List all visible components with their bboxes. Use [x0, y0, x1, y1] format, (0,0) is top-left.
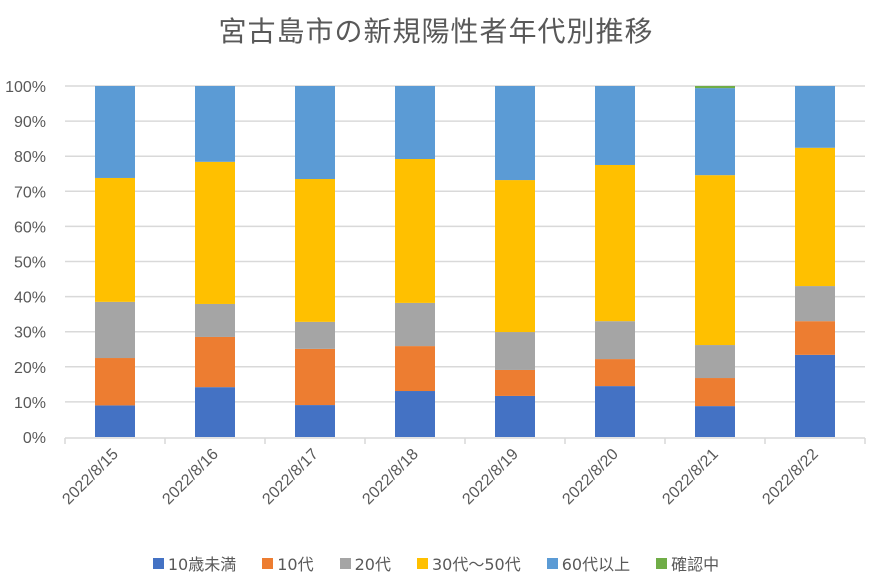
legend-item: 20代 [339, 551, 391, 575]
x-tick-label: 2022/8/19 [459, 446, 521, 508]
bar-segment [495, 180, 535, 333]
bar-segment [395, 346, 435, 392]
legend: 10歳未満 10代 20代 30代～50代 60代以上 確認中 [0, 551, 872, 575]
bar-segment [795, 321, 835, 355]
legend-item: 60代以上 [546, 551, 631, 575]
bar-segment [95, 86, 135, 178]
legend-swatch-icon [417, 557, 428, 569]
bar-segment [295, 179, 335, 322]
bar-segment [295, 86, 335, 180]
bar-segment [495, 332, 535, 370]
legend-swatch-icon [152, 557, 164, 569]
bar-segment [195, 336, 235, 388]
bar-segment [595, 86, 635, 165]
legend-swatch-icon [262, 557, 274, 569]
bar-stack [795, 86, 835, 437]
bar-segment [595, 359, 635, 387]
y-tick-label: 10% [14, 395, 46, 412]
legend-label: 10代 [277, 555, 314, 574]
bar-segment [795, 86, 835, 148]
bar-segment [95, 358, 135, 406]
bar-segment [195, 387, 235, 437]
bar-stack [495, 86, 535, 437]
bar-segment [595, 321, 635, 360]
x-tick-label: 2022/8/17 [259, 446, 321, 508]
y-tick-label: 30% [14, 325, 46, 342]
bar-stack [195, 86, 235, 437]
bar-segment [795, 147, 835, 287]
y-tick-label: 60% [14, 219, 46, 236]
bar-segment [95, 177, 135, 302]
legend-item: 10歳未満 [152, 551, 237, 575]
y-tick-label: 80% [14, 149, 46, 166]
bar-stack [95, 86, 135, 437]
x-tick-label: 2022/8/20 [559, 446, 621, 508]
legend-item: 30代～50代 [417, 551, 521, 575]
x-tick-label: 2022/8/22 [759, 446, 821, 508]
bar-segment [95, 405, 135, 437]
bar-stack [295, 86, 335, 437]
bar-segment [695, 88, 735, 176]
bar-segment [295, 321, 335, 349]
bar-stack [595, 86, 635, 437]
x-tick-label: 2022/8/15 [59, 446, 121, 508]
bar-segment [195, 161, 235, 304]
bar-segment [495, 86, 535, 181]
chart-title: 宮古島市の新規陽性者年代別推移 [218, 15, 654, 48]
bar-segment [695, 86, 735, 89]
y-tick-label: 40% [14, 290, 46, 307]
y-tick-label: 50% [14, 255, 46, 272]
bar-stack [695, 86, 735, 437]
bar-segment [95, 301, 135, 359]
bar-segment [595, 386, 635, 437]
y-tick-label: 100% [5, 79, 46, 96]
bar-segment [495, 369, 535, 396]
legend-item: 確認中 [656, 551, 719, 575]
bar-segment [395, 391, 435, 437]
legend-swatch-icon [339, 557, 351, 569]
legend-label: 10歳未満 [167, 555, 237, 574]
bar-segment [295, 405, 335, 437]
x-tick-label: 2022/8/21 [659, 446, 721, 508]
bar-segment [795, 286, 835, 322]
legend-label: 20代 [354, 555, 391, 574]
bar-segment [695, 378, 735, 407]
bar-segment [795, 354, 835, 437]
x-tick-label: 2022/8/16 [159, 446, 221, 508]
bar-segment [695, 406, 735, 437]
legend-swatch-icon [546, 557, 558, 569]
y-tick-label: 0% [23, 430, 46, 447]
x-tick-label: 2022/8/18 [359, 446, 421, 508]
bar-segment [695, 345, 735, 379]
bar-segment [295, 348, 335, 406]
legend-label: 60代以上 [561, 555, 631, 574]
legend-label: 30代～50代 [432, 555, 521, 574]
bar-segment [595, 164, 635, 322]
legend-swatch-icon [656, 557, 668, 569]
bar-stack [395, 86, 435, 437]
bar-segment [395, 302, 435, 347]
bar-segment [495, 395, 535, 437]
y-tick-label: 70% [14, 184, 46, 201]
legend-item: 10代 [262, 551, 314, 575]
y-tick-label: 20% [14, 360, 46, 377]
bar-segment [195, 303, 235, 337]
y-tick-label: 90% [14, 114, 46, 131]
bar-segment [695, 175, 735, 346]
bar-segment [395, 86, 435, 160]
bar-segment [195, 86, 235, 162]
legend-label: 確認中 [671, 555, 720, 574]
bar-segment [395, 159, 435, 303]
